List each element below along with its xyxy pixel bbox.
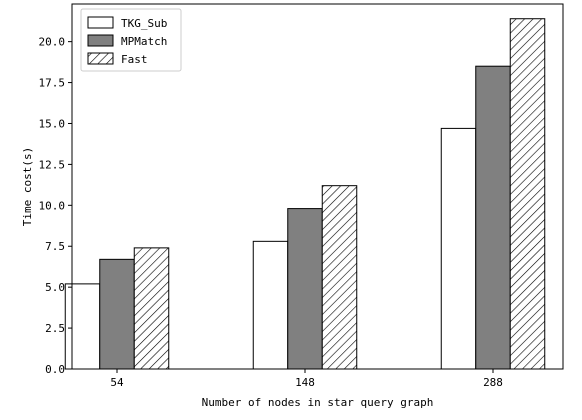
y-tick-label: 2.5 [45, 322, 65, 335]
y-tick-label: 5.0 [45, 281, 65, 294]
bar-mpmatch-288 [475, 65, 511, 370]
y-axis-label: Time cost(s) [21, 147, 34, 226]
legend-swatch-fast [87, 52, 114, 65]
bar-tkg-sub-148 [252, 240, 289, 370]
x-axis-label: Number of nodes in star query graph [202, 396, 434, 409]
bar-fast-288 [509, 18, 546, 370]
y-tick-label: 0.0 [45, 363, 65, 376]
legend-swatch-mpmatch [87, 34, 114, 47]
bar-mpmatch-148 [287, 208, 323, 370]
legend-label-mpmatch: MPMatch [121, 35, 167, 48]
x-tick-label: 148 [295, 376, 315, 389]
axes: 0.0 2.5 5.0 7.5 10.0 12.5 15.0 17.5 20.0 54 148 288 [39, 3, 564, 389]
bar-fast-148 [321, 185, 358, 370]
legend: TKG_Sub MPMatch Fast [80, 8, 182, 72]
legend-label-tkg-sub: TKG_Sub [121, 17, 167, 30]
bar-tkg-sub-54 [64, 283, 101, 370]
y-tick-label: 12.5 [39, 158, 66, 171]
y-tick-label: 17.5 [39, 77, 66, 90]
bar-fast-54 [133, 247, 170, 370]
x-tick-label: 54 [110, 376, 124, 389]
y-tick-label: 15.0 [39, 117, 66, 130]
y-tick-label: 7.5 [45, 240, 65, 253]
y-tick-label: 10.0 [39, 199, 66, 212]
plot-area [64, 18, 546, 370]
y-tick-label: 20.0 [39, 36, 66, 49]
bar-tkg-sub-288 [440, 127, 477, 370]
legend-swatch-tkg-sub [87, 16, 114, 29]
plot-frame [71, 3, 564, 370]
bar-mpmatch-54 [99, 258, 135, 370]
legend-label-fast: Fast [121, 53, 148, 66]
x-tick-label: 288 [483, 376, 503, 389]
